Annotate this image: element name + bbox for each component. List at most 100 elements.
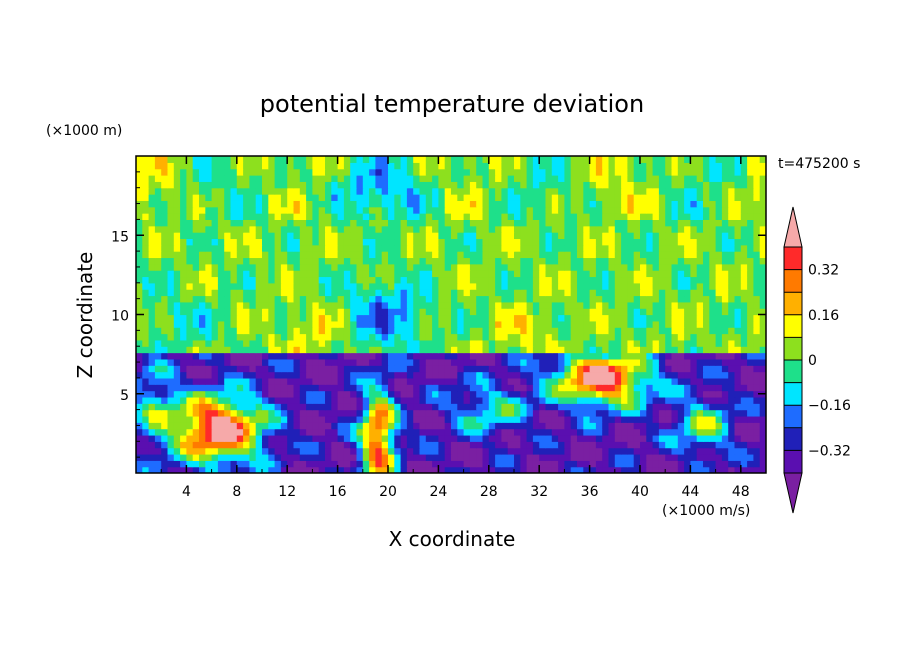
- heatmap-cell: [646, 358, 654, 366]
- heatmap-cell: [274, 409, 282, 417]
- heatmap-cell: [633, 187, 641, 195]
- heatmap-cell: [236, 181, 244, 189]
- heatmap-cell: [394, 206, 402, 214]
- heatmap-cell: [419, 238, 427, 246]
- heatmap-cell: [255, 270, 263, 278]
- heatmap-cell: [753, 263, 761, 271]
- heatmap-cell: [747, 460, 754, 468]
- heatmap-cell: [589, 320, 597, 328]
- heatmap-cell: [375, 156, 383, 163]
- heatmap-cell: [337, 352, 345, 360]
- heatmap-cell: [570, 428, 578, 436]
- heatmap-cell: [413, 308, 421, 316]
- heatmap-cell: [293, 276, 301, 284]
- heatmap-cell: [343, 384, 351, 392]
- heatmap-cell: [400, 339, 408, 347]
- heatmap-cell: [728, 276, 736, 284]
- heatmap-cell: [564, 447, 572, 455]
- heatmap-cell: [280, 175, 288, 182]
- heatmap-cell: [425, 460, 433, 468]
- heatmap-cell: [274, 238, 282, 246]
- heatmap-cell: [161, 257, 169, 265]
- heatmap-cell: [356, 244, 364, 252]
- heatmap-cell: [337, 168, 345, 176]
- heatmap-cell: [432, 168, 439, 176]
- heatmap-cell: [148, 238, 156, 246]
- heatmap-cell: [211, 460, 219, 468]
- heatmap-cell: [703, 409, 710, 417]
- heatmap-cell: [759, 263, 766, 271]
- heatmap-cell: [627, 263, 635, 271]
- heatmap-cell: [570, 244, 578, 252]
- heatmap-cell: [482, 187, 490, 195]
- heatmap-cell: [274, 257, 282, 265]
- heatmap-cell: [677, 295, 685, 303]
- heatmap-cell: [501, 301, 509, 309]
- heatmap-cell: [350, 409, 358, 417]
- heatmap-cell: [192, 194, 200, 201]
- heatmap-cell: [476, 409, 484, 417]
- heatmap-cell: [759, 225, 766, 233]
- heatmap-cell: [161, 447, 169, 455]
- heatmap-cell: [438, 301, 446, 309]
- heatmap-cell: [406, 453, 414, 461]
- heatmap-cell: [658, 339, 666, 347]
- heatmap-cell: [532, 453, 540, 461]
- heatmap-cell: [262, 422, 269, 430]
- heatmap-cell: [142, 434, 150, 442]
- heatmap-cell: [451, 257, 458, 265]
- heatmap-cell: [280, 282, 288, 290]
- heatmap-cell: [753, 206, 761, 214]
- heatmap-cell: [400, 263, 408, 271]
- heatmap-cell: [362, 194, 370, 201]
- heatmap-cell: [381, 181, 389, 189]
- heatmap-cell: [312, 162, 320, 170]
- heatmap-cell: [558, 396, 565, 404]
- heatmap-cell: [167, 390, 175, 398]
- heatmap-cell: [734, 162, 742, 170]
- heatmap-cell: [488, 365, 496, 373]
- heatmap-cell: [211, 162, 219, 170]
- heatmap-cell: [262, 206, 269, 214]
- heatmap-cell: [444, 219, 452, 227]
- heatmap-cell: [255, 365, 263, 373]
- heatmap-cell: [268, 301, 276, 309]
- heatmap-cell: [180, 162, 187, 170]
- heatmap-cell: [161, 213, 169, 220]
- heatmap-cell: [715, 415, 723, 423]
- heatmap-cell: [457, 238, 465, 246]
- heatmap-cell: [457, 453, 465, 461]
- heatmap-cell: [350, 251, 358, 259]
- heatmap-cell: [646, 377, 654, 385]
- heatmap-cell: [627, 409, 635, 417]
- heatmap-cell: [520, 384, 528, 392]
- heatmap-cell: [312, 282, 320, 290]
- heatmap-cell: [633, 257, 641, 265]
- heatmap-cell: [369, 187, 376, 195]
- heatmap-cell: [419, 339, 427, 347]
- heatmap-cell: [627, 257, 635, 265]
- heatmap-cell: [325, 213, 332, 220]
- heatmap-cell: [180, 327, 187, 335]
- heatmap-cell: [539, 301, 547, 309]
- heatmap-cell: [274, 301, 282, 309]
- heatmap-cell: [205, 396, 213, 404]
- heatmap-cell: [602, 244, 610, 252]
- heatmap-cell: [381, 282, 389, 290]
- heatmap-cell: [236, 187, 244, 195]
- heatmap-cell: [293, 460, 301, 468]
- heatmap-cell: [224, 371, 232, 379]
- heatmap-cell: [709, 156, 717, 163]
- heatmap-cell: [192, 251, 200, 259]
- heatmap-cell: [696, 187, 704, 195]
- heatmap-cell: [331, 466, 339, 473]
- heatmap-cell: [186, 263, 194, 271]
- heatmap-cell: [583, 194, 591, 201]
- heatmap-cell: [520, 251, 528, 259]
- heatmap-cell: [142, 244, 150, 252]
- heatmap-cell: [249, 206, 257, 214]
- heatmap-cell: [709, 327, 717, 335]
- heatmap-cell: [633, 447, 641, 455]
- heatmap-cell: [734, 295, 742, 303]
- heatmap-cell: [331, 409, 339, 417]
